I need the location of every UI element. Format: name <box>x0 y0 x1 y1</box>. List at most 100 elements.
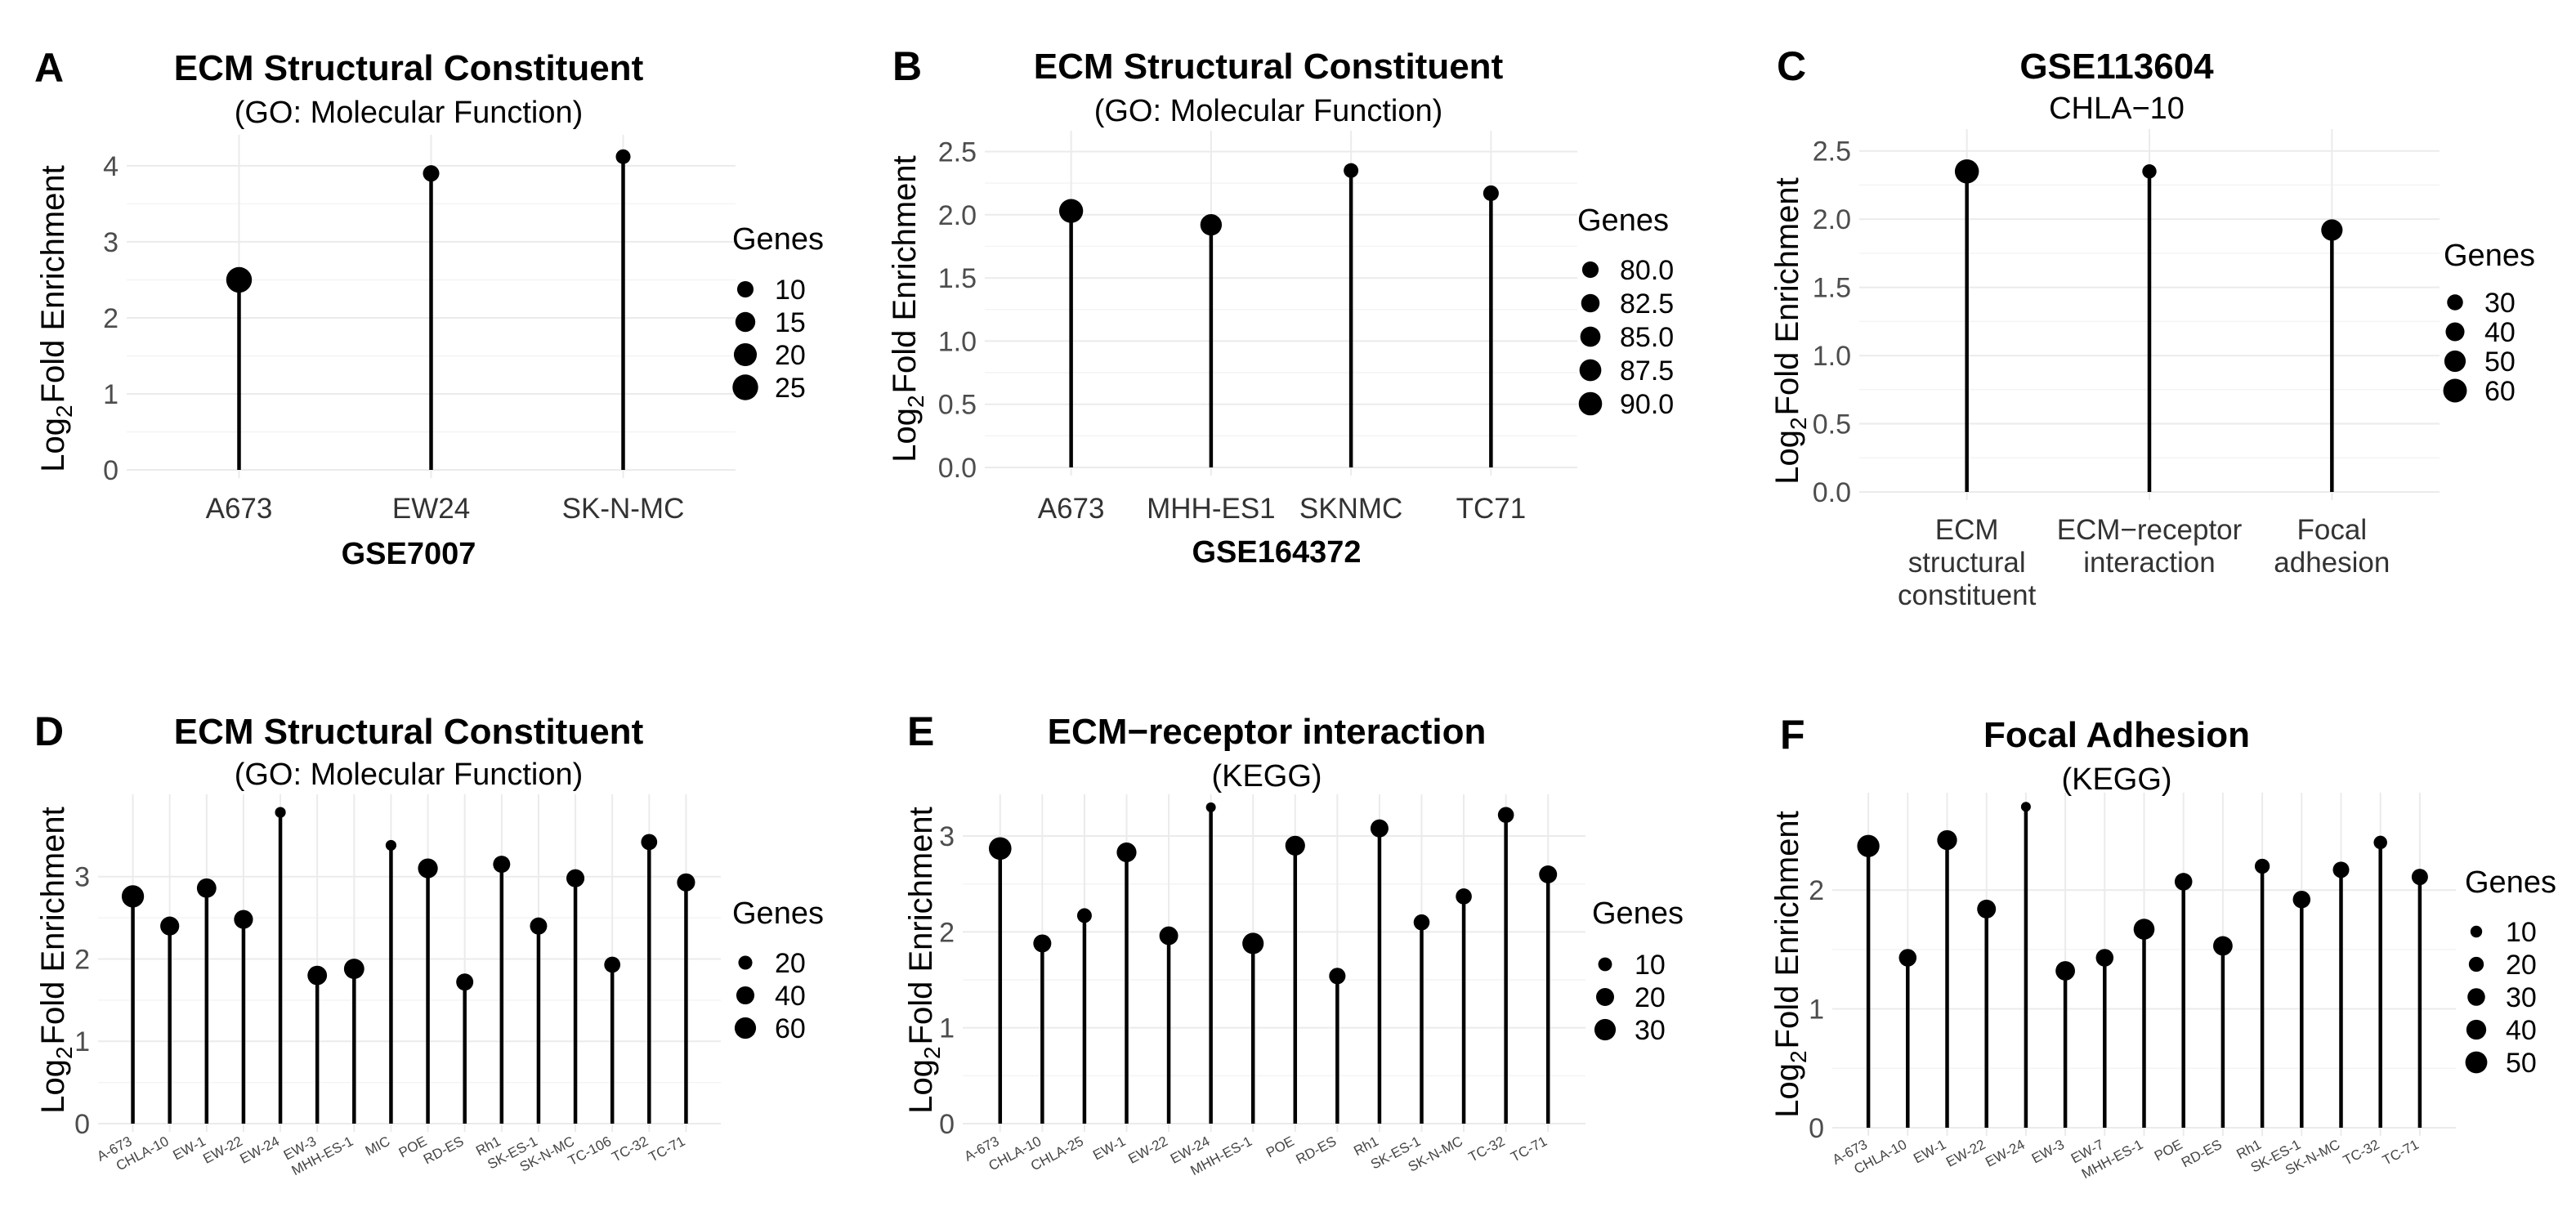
y-tick-label: 1 <box>1809 995 1824 1026</box>
legend-label: 25 <box>775 373 806 404</box>
x-tick-label: TC-32 <box>2341 1137 2382 1169</box>
data-point <box>2174 873 2193 891</box>
data-point <box>385 839 397 851</box>
x-tick-label: TC-71 <box>2380 1137 2422 1169</box>
y-tick-label: 3 <box>74 862 90 893</box>
y-tick-label: 2.0 <box>1813 204 1851 235</box>
legend-title: Genes <box>732 896 824 931</box>
x-tick-label: RD-ES <box>1294 1133 1339 1168</box>
legend-label: 60 <box>2484 376 2516 407</box>
x-tick-label: SKNMC <box>1299 493 1402 525</box>
x-tick-label: EW-1 <box>171 1133 208 1164</box>
legend-label: 30 <box>2506 982 2537 1013</box>
x-tick-label: EW-24 <box>1983 1137 2028 1170</box>
legend-size-marker <box>2466 1019 2487 1040</box>
y-tick-label: 0 <box>1809 1113 1824 1144</box>
x-tick-label: EW-1 <box>1911 1137 1948 1167</box>
panel-b: B ECM Structural Constituent (GO: Molecu… <box>887 43 1674 570</box>
legend-label: 40 <box>2506 1015 2537 1046</box>
legend-label: 10 <box>1635 950 1666 981</box>
legend-size-marker <box>1581 293 1600 313</box>
legend-title: Genes <box>2465 865 2556 900</box>
x-tick-label: SK-N-MC <box>562 493 685 525</box>
data-point <box>677 873 695 892</box>
data-point <box>1898 949 1917 967</box>
x-tick-label: EW-1 <box>1090 1133 1128 1164</box>
legend-size-marker <box>2443 378 2467 403</box>
data-point <box>1058 199 1084 223</box>
y-axis-label: Log2Fold Enrichment <box>887 155 928 463</box>
legend-size-marker <box>2445 322 2465 342</box>
data-point <box>2321 219 2343 241</box>
legend-size-marker <box>2467 988 2485 1006</box>
data-point <box>1033 934 1052 953</box>
x-tick-label: RD-ES <box>2179 1137 2225 1171</box>
chart-title: ECM−receptor interaction <box>1048 712 1487 752</box>
legend-size-marker <box>1581 261 1599 279</box>
y-tick-label: 0.5 <box>1813 409 1851 440</box>
chart-title: GSE113604 <box>2019 47 2214 87</box>
legend-size-marker <box>2444 350 2466 373</box>
chart-subtitle: (GO: Molecular Function) <box>235 96 584 130</box>
y-axis-label: Log2Fold Enrichment <box>35 165 77 472</box>
legend-title: Genes <box>2444 239 2535 273</box>
data-point <box>988 837 1012 861</box>
data-point <box>2055 961 2075 981</box>
data-point <box>530 917 548 935</box>
y-axis-label: Log2Fold Enrichment <box>903 807 945 1114</box>
y-tick-label: 1.0 <box>938 326 977 357</box>
data-point <box>456 973 474 991</box>
x-tick-label: EW-22 <box>1943 1137 1988 1170</box>
x-tick-label: ECM−receptor interaction <box>2057 514 2243 579</box>
data-point <box>1242 932 1264 954</box>
y-tick-label: 0 <box>74 1109 90 1140</box>
y-tick-label: 1.5 <box>938 263 977 294</box>
x-tick-label: TC71 <box>1456 493 1527 525</box>
x-tick-label: MIC <box>363 1133 392 1159</box>
legend-size-marker <box>733 342 758 367</box>
panel-letter: E <box>907 709 934 754</box>
y-tick-label: 0 <box>103 455 119 486</box>
data-point <box>2020 802 2031 812</box>
data-point <box>493 856 511 874</box>
data-point <box>418 858 438 878</box>
panel-f: F Focal Adhesion (KEGG) Log2Fold Enrichm… <box>1769 712 2556 1182</box>
legend-size-marker <box>2465 1051 2488 1074</box>
data-point <box>1857 834 1880 857</box>
panel-letter: A <box>34 45 64 91</box>
x-tick-label: EW-3 <box>2029 1137 2067 1167</box>
legend-label: 40 <box>2484 317 2516 348</box>
x-tick-label: TC-32 <box>1466 1133 1508 1165</box>
data-point <box>1200 213 1223 236</box>
data-point <box>226 266 253 293</box>
data-point <box>1076 908 1092 923</box>
legend-size-marker <box>734 1017 757 1039</box>
data-point <box>2133 919 2155 940</box>
legend-size-marker <box>2468 956 2484 972</box>
chart-subtitle: (GO: Molecular Function) <box>235 758 584 792</box>
y-tick-label: 4 <box>103 151 119 182</box>
data-point <box>604 956 621 973</box>
legend-label: 10 <box>2506 917 2537 948</box>
x-tick-label: EW24 <box>392 493 470 525</box>
legend-title: Genes <box>1577 203 1669 238</box>
y-tick-label: 2.5 <box>938 136 977 168</box>
data-point <box>1285 835 1305 856</box>
x-tick-label: MHH-ES1 <box>1147 493 1276 525</box>
legend-label: 60 <box>775 1013 806 1044</box>
x-tick-label: ECM structural constituent <box>1898 514 2037 611</box>
data-point <box>1497 807 1514 824</box>
y-tick-label: 2 <box>939 917 955 948</box>
legend-size-marker <box>1598 957 1612 972</box>
data-point <box>307 965 328 986</box>
x-tick-label: A673 <box>206 493 273 525</box>
data-point <box>1456 888 1472 905</box>
data-point <box>1329 968 1346 985</box>
data-point <box>1483 185 1499 202</box>
y-tick-label: 0.0 <box>938 453 977 484</box>
y-tick-label: 2 <box>1809 875 1824 906</box>
legend-label: 20 <box>2506 950 2537 981</box>
data-point <box>2213 936 2233 956</box>
y-tick-label: 2 <box>103 303 119 334</box>
